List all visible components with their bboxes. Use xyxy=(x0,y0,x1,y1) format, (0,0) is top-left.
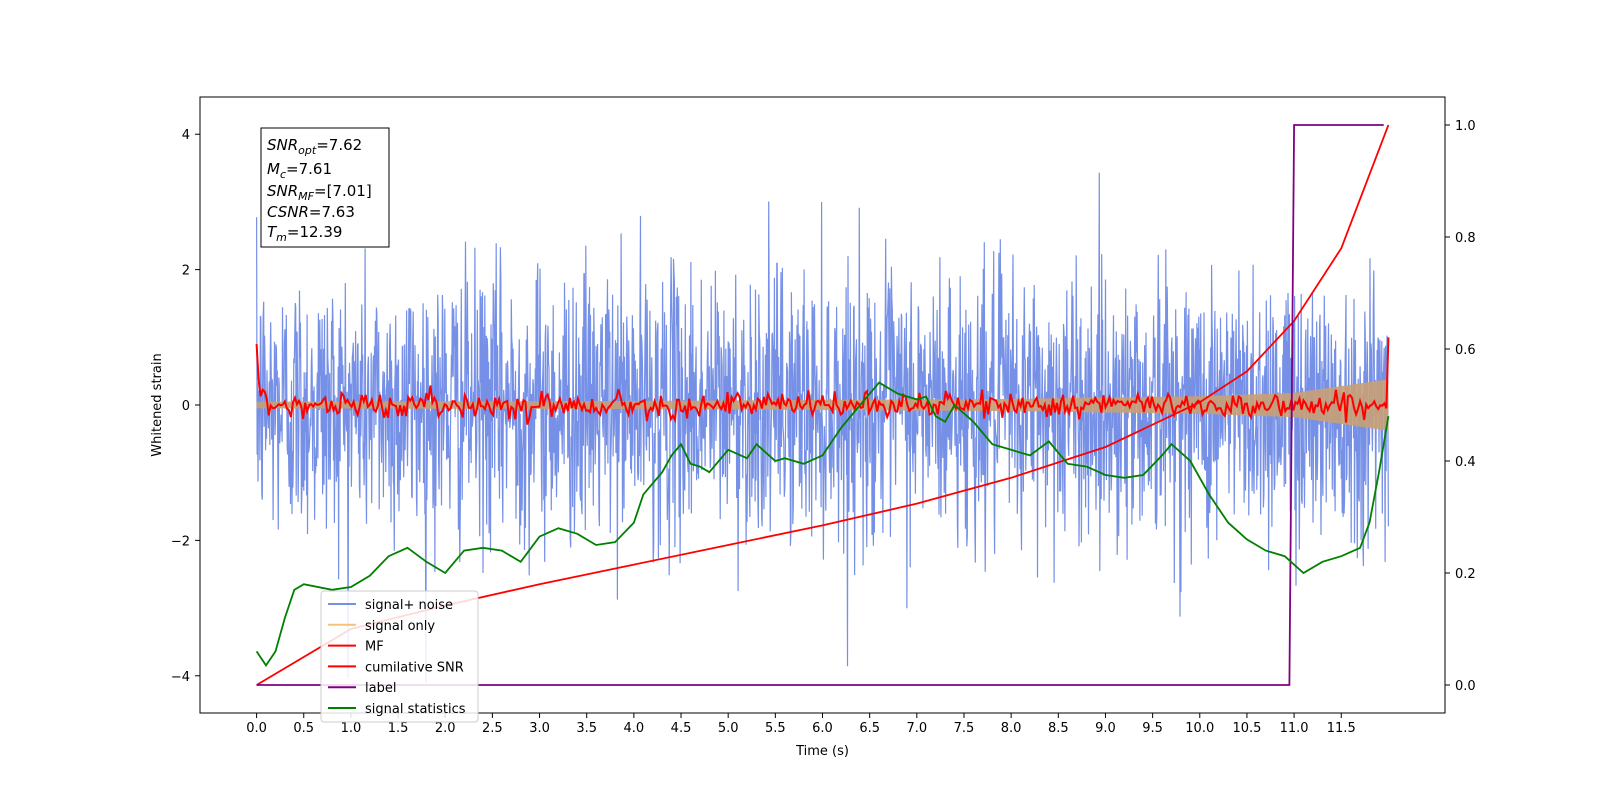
x-tick-label: 9.0 xyxy=(1095,721,1116,736)
legend-label: signal statistics xyxy=(365,702,466,717)
y2-tick-label: 1.0 xyxy=(1455,119,1476,134)
x-tick-label: 8.0 xyxy=(1001,721,1022,736)
x-tick-label: 3.5 xyxy=(576,721,597,736)
x-tick-label: 6.0 xyxy=(812,721,833,736)
series-label xyxy=(256,124,1384,686)
x-tick-label: 9.5 xyxy=(1142,721,1163,736)
x-tick-label: 4.0 xyxy=(624,721,645,736)
x-tick-label: 7.0 xyxy=(906,721,927,736)
tm-value: =12.39 xyxy=(287,223,343,241)
y2-tick-label: 0.0 xyxy=(1455,679,1476,694)
tm-annotation: Tm=12.39 xyxy=(267,223,342,244)
snr-mf-value: =[7.01] xyxy=(314,182,372,200)
x-tick-label: 0.5 xyxy=(293,721,314,736)
legend-label: signal+ noise xyxy=(365,598,453,613)
x-tick-label: 2.0 xyxy=(435,721,456,736)
x-tick-label: 11.0 xyxy=(1280,721,1309,736)
snr-mf-annotation: SNRMF=[7.01] xyxy=(267,182,372,203)
x-tick-label: 0.0 xyxy=(246,721,267,736)
tm-sub: m xyxy=(276,231,287,244)
legend-label: signal only xyxy=(365,619,435,634)
x-axis-label: Time (s) xyxy=(795,744,849,759)
csnr-symbol: CSNR xyxy=(267,203,309,221)
annotation-box-frame xyxy=(260,127,390,248)
x-tick-label: 1.0 xyxy=(341,721,362,736)
y-axis-label: Whitened strain xyxy=(150,353,165,456)
x-tick-label: 1.5 xyxy=(388,721,409,736)
axes: 0.0 0.5 1.0 1.5 2.0 2.5 3.0 3.5 4.0 4.5 5.0 5.5 6.0 6… xyxy=(171,96,1476,736)
x-tick-label: 4.5 xyxy=(671,721,692,736)
y2-tick-label: 0.8 xyxy=(1455,231,1476,246)
x-tick-label: 5.5 xyxy=(765,721,786,736)
mc-annotation: Mc=7.61 xyxy=(267,160,332,181)
snr-opt-value: =7.62 xyxy=(316,136,362,154)
snr-opt-sub: opt xyxy=(298,144,317,157)
legend-label: label xyxy=(365,681,396,696)
snr-mf-symbol: SNR xyxy=(267,182,298,200)
series-signal-noise xyxy=(256,172,1389,683)
legend: signal+ noise signal only MF cumilative SNR… xyxy=(320,590,479,723)
snr-opt-symbol: SNR xyxy=(267,136,298,154)
y-tick-label: 2 xyxy=(182,264,190,279)
snr-opt-annotation: SNRopt=7.62 xyxy=(267,136,362,157)
y2-tick-label: 0.2 xyxy=(1455,567,1476,582)
x-tick-label: 8.5 xyxy=(1048,721,1069,736)
x-tick-label: 2.5 xyxy=(482,721,503,736)
x-tick-label: 6.5 xyxy=(859,721,880,736)
x-tick-label: 5.0 xyxy=(718,721,739,736)
annotation-box: SNRopt=7.62 Mc=7.61 SNRMF=[7.01] CSNR=7.… xyxy=(260,127,390,248)
x-tick-label: 10.5 xyxy=(1232,721,1261,736)
x-tick-label: 3.0 xyxy=(529,721,550,736)
tm-symbol: T xyxy=(267,223,278,241)
y-tick-label: −2 xyxy=(171,534,190,549)
mc-symbol: M xyxy=(267,160,280,178)
y-tick-label: 0 xyxy=(182,399,190,414)
mc-sub: c xyxy=(280,168,286,181)
y2-tick-label: 0.4 xyxy=(1455,455,1476,470)
x-tick-label: 11.5 xyxy=(1327,721,1356,736)
series-signal-only xyxy=(256,379,1389,431)
y-tick-label: −4 xyxy=(171,670,190,685)
csnr-annotation: CSNR=7.63 xyxy=(267,203,355,221)
csnr-value: =7.63 xyxy=(309,203,355,221)
mc-value: =7.61 xyxy=(286,160,332,178)
legend-label: MF xyxy=(365,640,384,655)
y2-tick-label: 0.6 xyxy=(1455,343,1476,358)
legend-label: cumilative SNR xyxy=(365,660,464,675)
snr-mf-sub: MF xyxy=(298,190,314,203)
legend-frame xyxy=(320,590,479,723)
y-tick-label: 4 xyxy=(182,128,190,143)
x-tick-label: 7.5 xyxy=(954,721,975,736)
x-tick-label: 10.0 xyxy=(1185,721,1214,736)
series-signal-statistics xyxy=(255,381,1390,668)
